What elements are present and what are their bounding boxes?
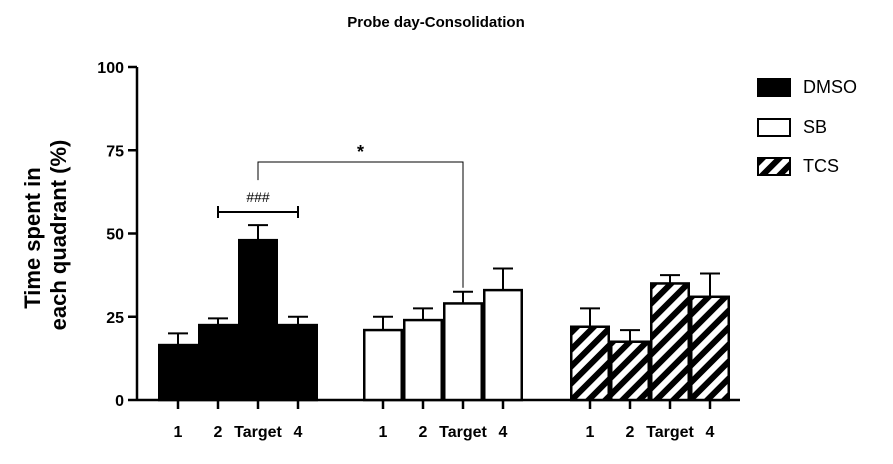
chart-title: Probe day-Consolidation — [347, 14, 525, 31]
x-tick-label: 1 — [586, 424, 595, 441]
comparison-line — [257, 161, 464, 288]
x-tick-label: Target — [439, 424, 487, 441]
y-tick-label: 0 — [115, 393, 124, 410]
plot-area: 0 25 50 75 100 1 2 Target 4 1 2 Target 4 1 2 Target 4 ###… — [97, 60, 740, 441]
legend-swatch-tcs — [757, 157, 791, 176]
y-axis-label: Time spent in each quadrant (%) — [20, 140, 71, 331]
significance-label: ### — [246, 189, 270, 205]
bar-dmso-2 — [198, 323, 238, 402]
bar-tcs-2 — [610, 340, 650, 402]
x-tick-label: Target — [646, 424, 694, 441]
x-tick-label: 2 — [419, 424, 428, 441]
y-tick-label: 50 — [106, 227, 124, 244]
bar-tcs-4 — [690, 295, 730, 402]
bar-sb-4 — [483, 288, 523, 402]
bar-sb-1 — [363, 328, 403, 402]
y-tick-label: 75 — [106, 143, 124, 160]
x-tick-label: 4 — [499, 424, 508, 441]
x-tick-label: 1 — [174, 424, 183, 441]
legend-swatch-dmso — [757, 78, 791, 97]
x-tick-label: 1 — [379, 424, 388, 441]
y-axis-label-line-2: each quadrant (%) — [46, 140, 71, 331]
x-tick-label: 4 — [706, 424, 715, 441]
significance-label: * — [357, 142, 364, 162]
y-tick-label: 25 — [106, 310, 124, 327]
bar-dmso-4 — [278, 323, 318, 402]
legend: DMSO SB TCS — [757, 77, 857, 176]
x-tick-label: 4 — [294, 424, 303, 441]
bar-dmso-1 — [158, 343, 198, 402]
bar-dmso-target — [238, 238, 278, 402]
x-tick-label: Target — [234, 424, 282, 441]
y-tick-label: 100 — [97, 60, 124, 77]
legend-label-dmso: DMSO — [803, 77, 857, 97]
x-tick-label: 2 — [626, 424, 635, 441]
bar-tcs-1 — [570, 325, 610, 402]
legend-label-sb: SB — [803, 117, 827, 137]
bar-sb-target — [443, 302, 483, 402]
x-tick-label: 2 — [214, 424, 223, 441]
legend-label-tcs: TCS — [803, 156, 839, 176]
y-axis-label-line-1: Time spent in — [20, 167, 45, 308]
bar-sb-2 — [403, 318, 443, 402]
bar-tcs-target — [650, 282, 690, 402]
legend-swatch-sb — [757, 118, 791, 137]
